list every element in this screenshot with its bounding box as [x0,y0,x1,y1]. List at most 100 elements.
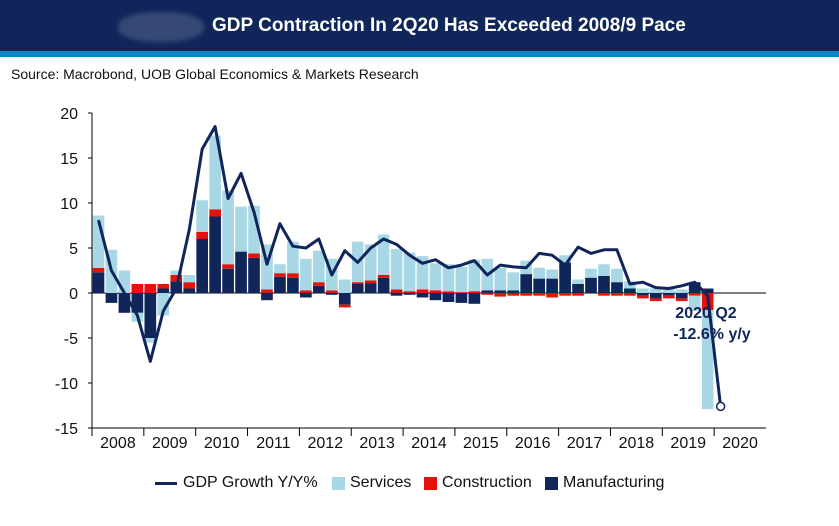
services-bar [649,288,662,293]
manufacturing-bar [261,293,273,301]
manufacturing-bar [559,262,571,293]
legend-item-gdp: GDP Growth Y/Y% [155,474,318,492]
legend-swatch-construction [424,476,437,490]
construction-bar [312,282,325,286]
services-bar [572,279,584,284]
x-tick-label: 2013 [359,435,395,452]
manufacturing-bar [377,277,390,293]
manufacturing-bar [585,277,597,293]
y-tick-label: 5 [69,241,78,258]
construction-bar [468,291,481,293]
manufacturing-bar [675,293,688,299]
services-bar [403,252,416,292]
construction-bar [520,293,533,296]
manufacturing-bar [688,282,701,293]
services-bar [442,264,455,292]
x-tick-label: 2020 [722,435,758,452]
x-tick-label: 2009 [152,435,188,452]
header-accent-stripe [0,51,839,57]
services-bar [507,272,520,291]
legend-line-gdp [155,481,177,485]
legend-label-gdp: GDP Growth Y/Y% [183,474,318,491]
manufacturing-bar [468,293,481,304]
x-tick-label: 2014 [411,435,447,452]
y-tick-label: 15 [60,151,78,168]
construction-bar [675,298,688,302]
construction-bar [416,289,429,293]
construction-bar [92,267,105,273]
construction-bar [494,293,507,297]
construction-bar [351,282,364,284]
services-bar [688,295,701,311]
services-bar [559,255,571,263]
legend-item-manufacturing: Manufacturing [545,474,664,492]
services-bar [675,289,688,293]
manufacturing-bar [338,293,351,305]
construction-bar [157,284,170,289]
y-tick-label: -15 [55,421,78,438]
services-bar [248,205,260,254]
services-bar [92,215,105,268]
manufacturing-bar [287,277,299,293]
manufacturing-bar [403,293,416,295]
construction-bar [222,264,234,269]
manufacturing-bar [429,293,442,301]
construction-bar [131,284,144,293]
manufacturing-bar [701,288,714,293]
construction-bar [390,289,403,293]
manufacturing-bar [131,293,144,313]
services-bar [455,266,468,293]
services-bar [312,250,325,283]
chart-title: GDP Contraction In 2Q20 Has Exceeded 200… [212,15,686,36]
services-bar [546,269,558,279]
services-bar [338,279,351,293]
x-tick-label: 2018 [619,435,655,452]
source-note: Source: Macrobond, UOB Global Economics … [11,66,419,82]
x-tick-label: 2015 [463,435,499,452]
legend-item-services: Services [332,474,411,492]
legend-swatch-manufacturing [545,476,558,490]
manufacturing-bar [183,288,196,293]
y-tick-label: 20 [60,106,78,123]
construction-bar [364,280,377,284]
services-bar [494,267,507,291]
services-bar [183,275,196,283]
construction-bar [170,275,183,282]
construction-bar [144,284,157,293]
x-tick-label: 2012 [308,435,344,452]
manufacturing-bar [105,293,118,303]
services-bar [170,270,183,275]
services-bar [390,248,403,290]
services-bar [637,288,649,293]
legend-item-construction: Construction [424,474,532,492]
manufacturing-bar [598,275,610,293]
services-bar [533,267,546,279]
construction-bar [377,275,390,278]
construction-bar [442,291,455,293]
manufacturing-bar [494,290,507,293]
services-bar [274,264,286,274]
services-bar [364,244,377,281]
construction-bar [196,231,209,239]
services-bar [701,310,714,410]
annotation-line-2: -12.6% y/y [673,326,750,343]
manufacturing-bar [455,293,468,303]
construction-bar [649,298,662,302]
services-bar [598,264,610,276]
manufacturing-bar [157,288,170,293]
construction-bar [287,273,299,278]
construction-bar [248,253,260,258]
services-bar [377,234,390,275]
construction-bar [429,290,442,293]
manufacturing-bar [442,293,455,302]
legend-label-services: Services [350,474,412,491]
construction-bar [572,293,584,296]
y-tick-label: -5 [64,331,78,348]
construction-bar [300,290,312,293]
manufacturing-bar [481,290,494,293]
legend: GDP Growth Y/Y% Services Construction Ma… [0,474,839,496]
services-bar [585,268,597,278]
services-bar [300,258,312,291]
services-bar [261,244,273,290]
services-bar [287,241,299,274]
